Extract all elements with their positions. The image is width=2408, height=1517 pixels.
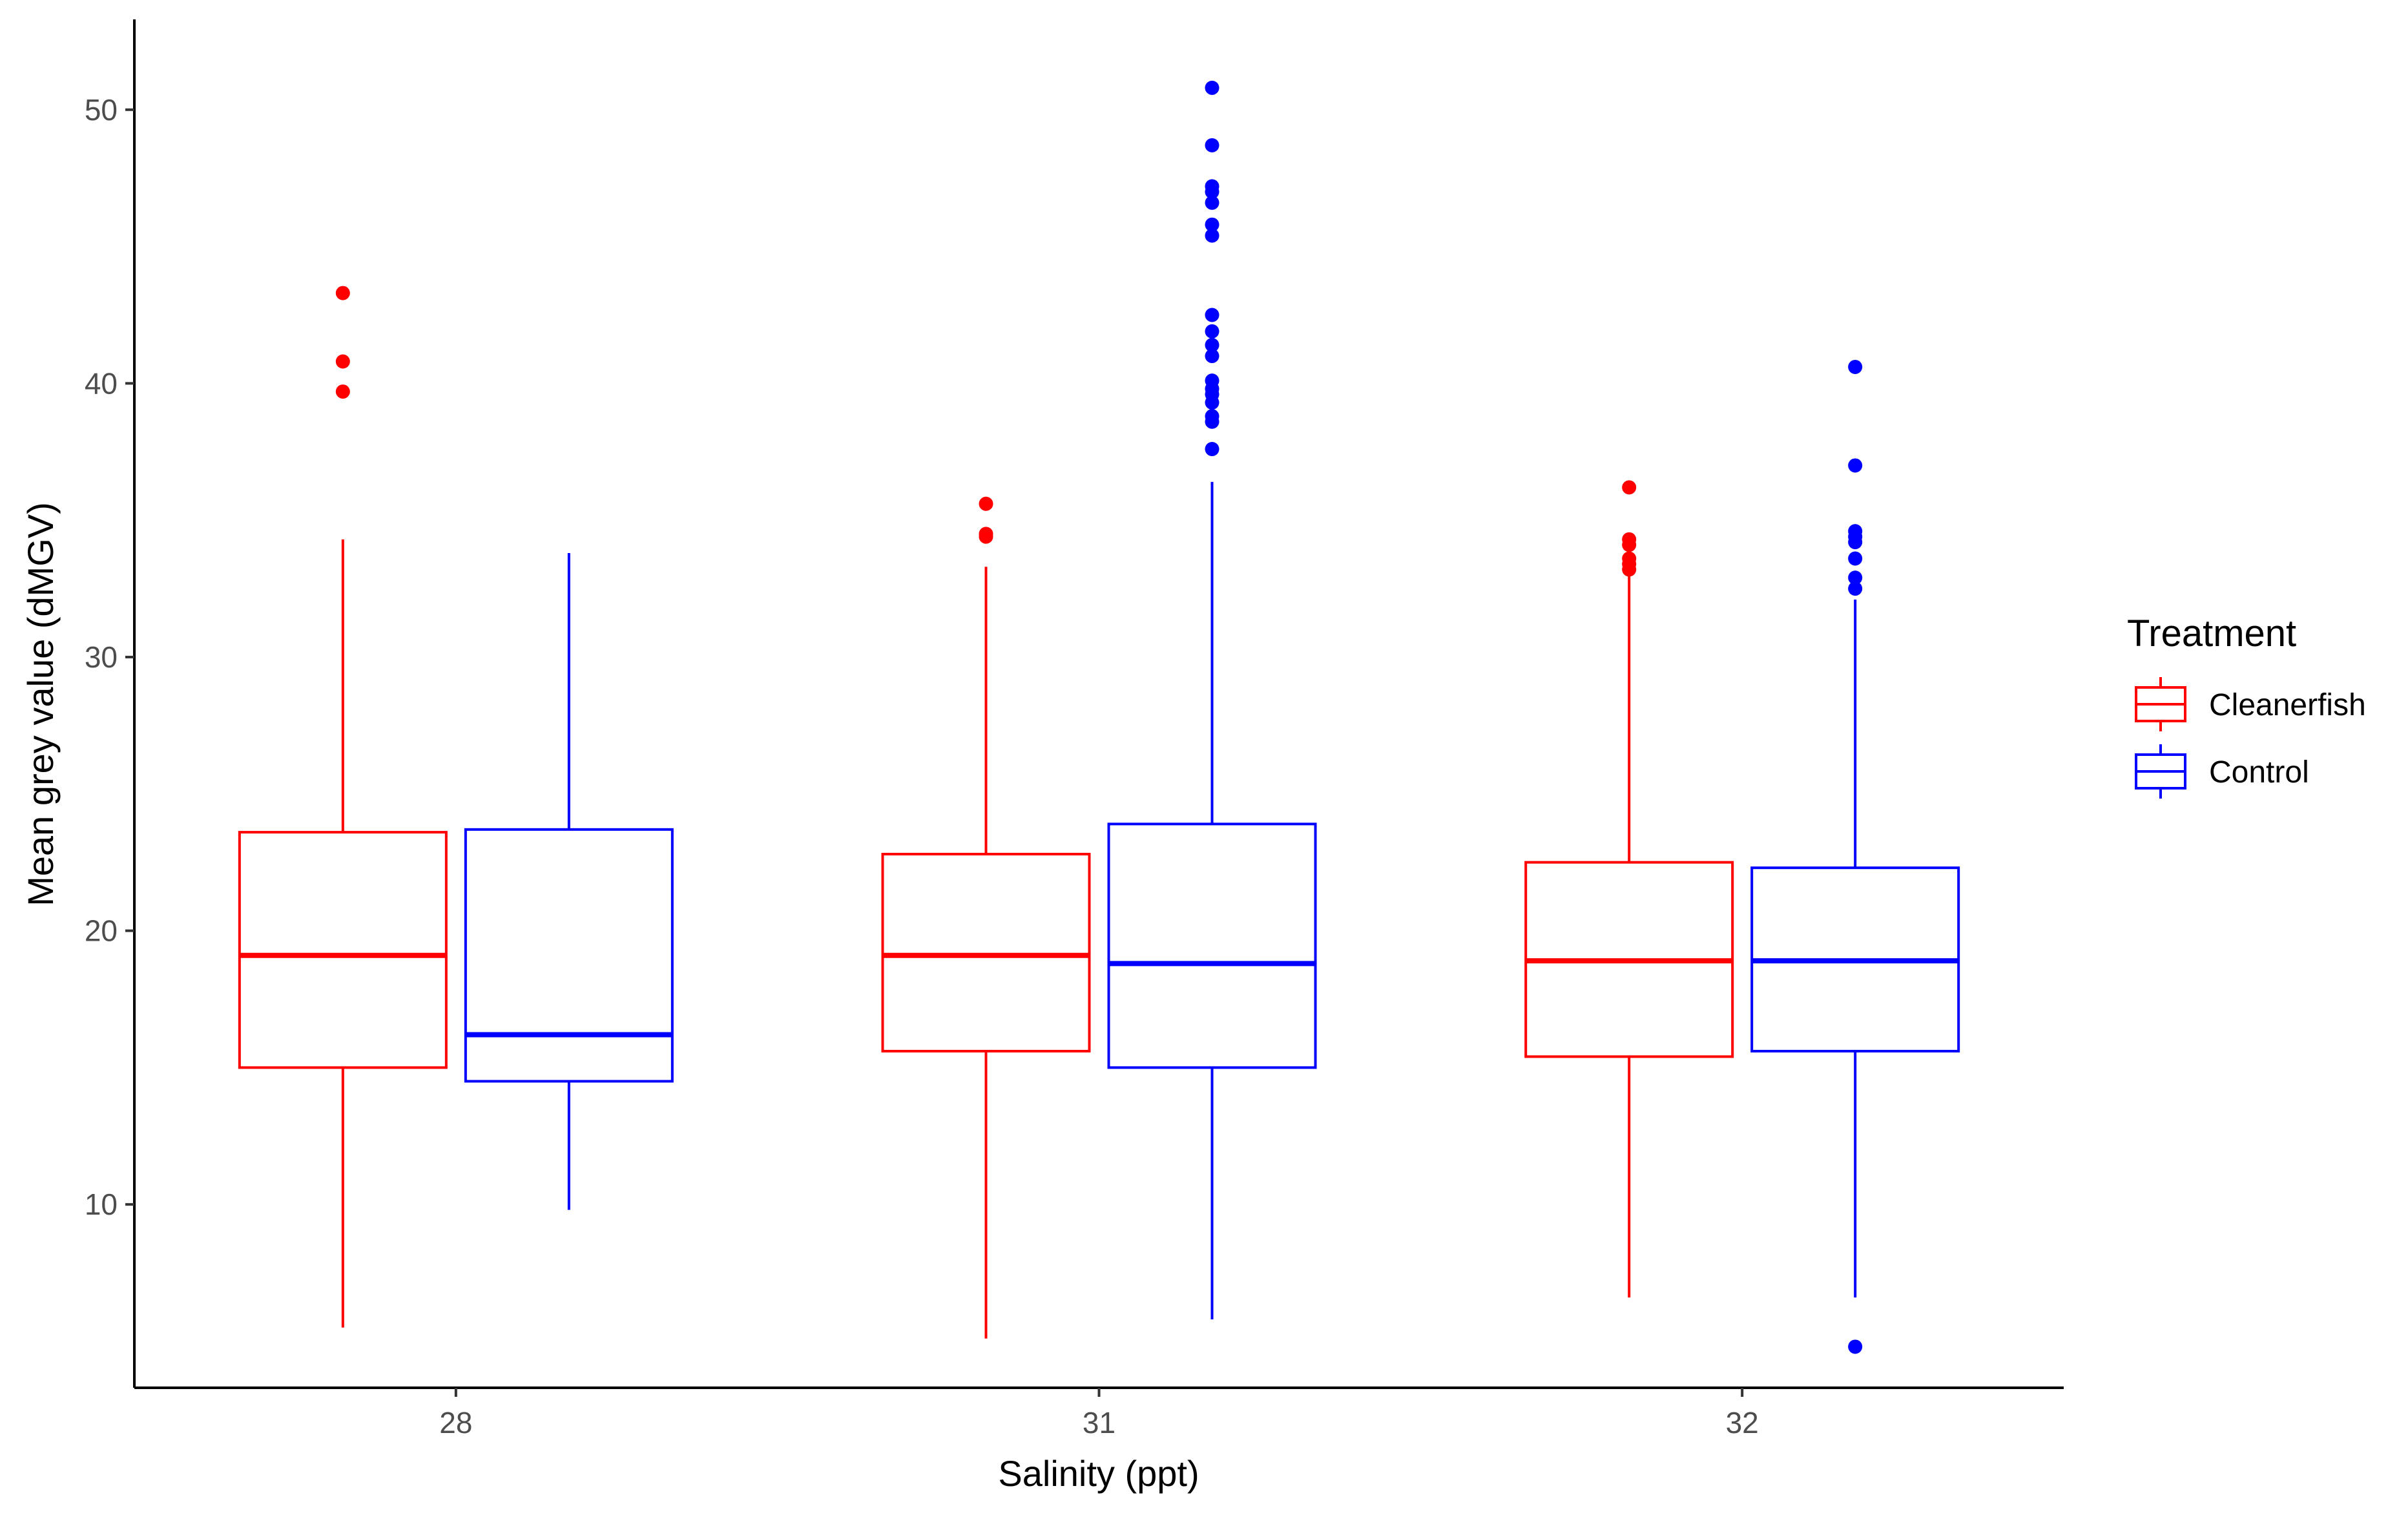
- box-control-31: [1107, 80, 1317, 1320]
- y-tick-label: 10: [85, 1187, 118, 1221]
- outlier-point: [1205, 217, 1220, 232]
- box-cleanerfish-31: [881, 496, 1091, 1339]
- legend-key-cleanerfish: [2135, 677, 2186, 731]
- axes: [133, 19, 2064, 1389]
- outlier-point: [335, 286, 350, 300]
- outlier-point: [1848, 359, 1863, 374]
- y-tick-label: 40: [85, 366, 118, 400]
- box-iqr: [881, 852, 1091, 1052]
- y-ticks: 10 20 30 40 50: [85, 93, 134, 1221]
- outlier-point: [1205, 80, 1220, 95]
- outlier-point: [1205, 338, 1220, 353]
- legend-title: Treatment: [2127, 612, 2296, 654]
- box-iqr: [238, 831, 448, 1069]
- outlier-point: [1622, 532, 1637, 547]
- outlier-point: [1205, 442, 1220, 457]
- outlier-point: [1848, 458, 1863, 473]
- box-control-32: [1750, 359, 1960, 1354]
- box-control-28: [464, 553, 674, 1210]
- outlier-point: [335, 384, 350, 399]
- outlier-point: [1848, 581, 1863, 596]
- outlier-point: [1205, 195, 1220, 210]
- y-tick-label: 30: [85, 640, 118, 674]
- x-tick-label: 32: [1726, 1406, 1759, 1439]
- y-tick-label: 50: [85, 93, 118, 127]
- plot-area: [238, 80, 1960, 1354]
- box-cleanerfish-28: [238, 286, 448, 1328]
- box-iqr: [464, 828, 674, 1083]
- box-cleanerfish-32: [1524, 480, 1734, 1298]
- outlier-point: [1622, 551, 1637, 566]
- outlier-point: [979, 496, 993, 511]
- x-ticks: 28 31 32: [439, 1388, 1759, 1439]
- outlier-point: [1205, 349, 1220, 364]
- legend-label: Cleanerfish: [2209, 688, 2366, 722]
- outlier-point: [1205, 324, 1220, 339]
- outlier-point: [1205, 373, 1220, 388]
- outlier-point: [1205, 409, 1220, 424]
- outlier-point: [1205, 138, 1220, 152]
- legend-key-control: [2135, 744, 2186, 799]
- x-tick-label: 28: [439, 1406, 472, 1439]
- y-axis-title: Mean grey value (dMGV): [20, 502, 61, 906]
- outlier-point: [1848, 551, 1863, 566]
- x-tick-label: 31: [1083, 1406, 1116, 1439]
- legend-label: Control: [2209, 755, 2309, 790]
- y-tick-label: 20: [85, 914, 118, 948]
- outlier-point: [1848, 570, 1863, 585]
- outlier-point: [1205, 179, 1220, 194]
- box-iqr: [1107, 822, 1317, 1069]
- outlier-point: [1622, 480, 1637, 495]
- outlier-point: [1848, 524, 1863, 539]
- outlier-point: [979, 527, 993, 541]
- outlier-point: [1848, 1339, 1863, 1354]
- legend: Treatment Cleanerfish Control: [2127, 612, 2366, 799]
- outlier-point: [1205, 308, 1220, 322]
- outlier-point: [335, 354, 350, 369]
- x-axis-title: Salinity (ppt): [998, 1453, 1199, 1494]
- outlier-point: [1205, 228, 1220, 243]
